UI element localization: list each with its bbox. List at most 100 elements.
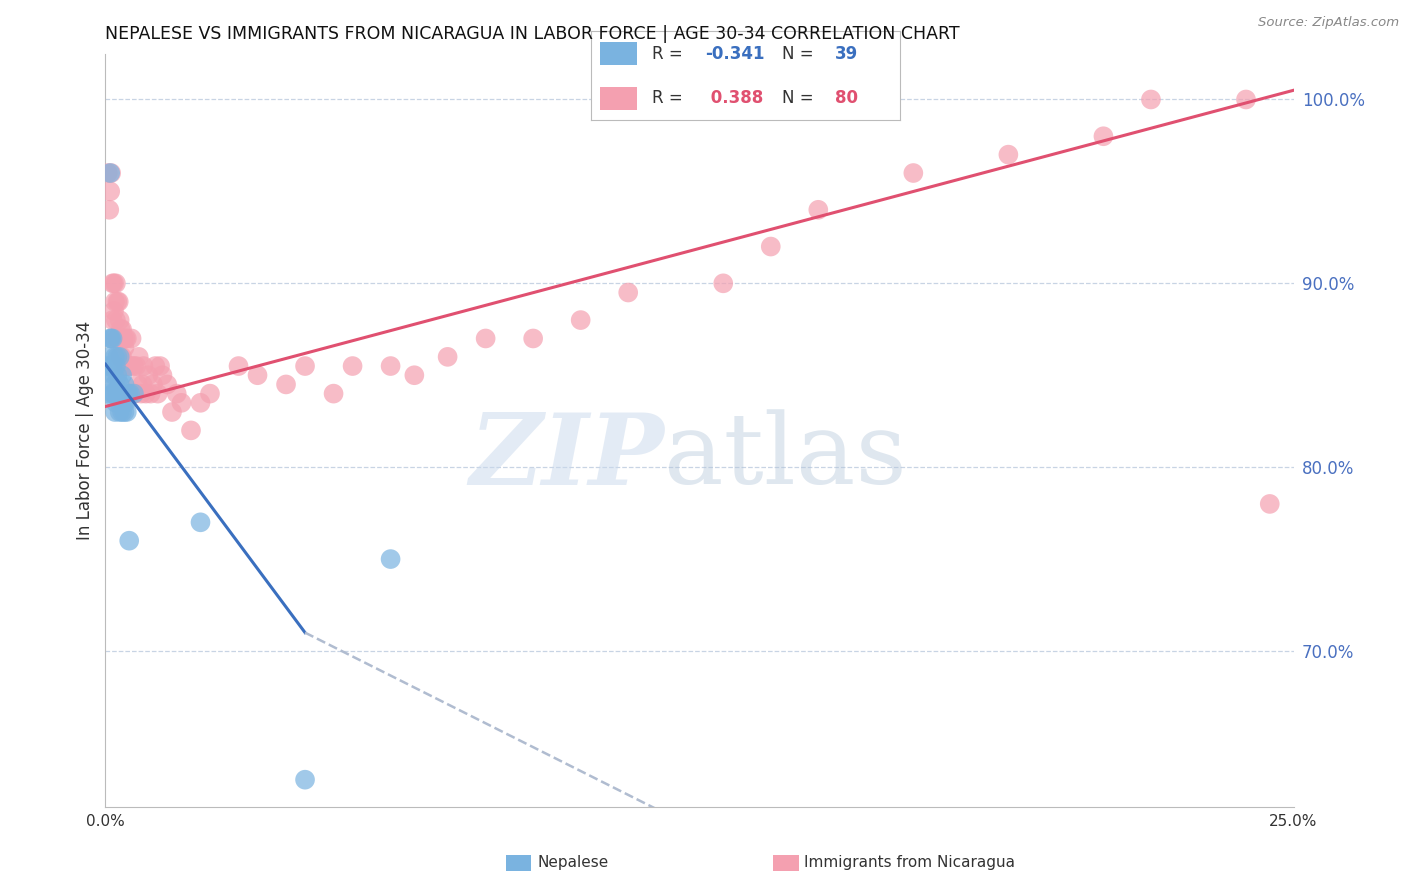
Point [115,405,138,419]
Text: N =: N = [782,45,820,62]
Point [903,166,925,180]
Point [111,405,134,419]
Point [104,377,127,392]
Point [149,359,172,373]
Point [98,202,121,217]
Point [112,359,135,373]
Point [114,377,136,392]
Point [104,331,127,345]
Point [143,359,166,373]
Text: Source: ZipAtlas.com: Source: ZipAtlas.com [1258,16,1399,29]
Point [98,166,121,180]
Point [190,396,212,410]
Point [246,368,269,383]
Point [97,359,120,373]
Point [104,359,127,373]
Point [342,359,364,373]
Point [97,166,120,180]
Point [105,386,128,401]
Point [807,202,830,217]
Point [135,386,157,401]
Point [122,386,145,401]
Point [131,377,153,392]
Point [111,368,134,383]
Point [274,377,297,392]
Point [112,396,135,410]
Point [1234,93,1257,107]
Point [97,386,120,401]
Point [98,350,121,364]
Point [118,359,141,373]
Point [115,359,138,373]
Point [104,277,127,291]
Point [114,405,136,419]
Point [160,405,183,419]
Point [103,304,125,318]
Point [101,313,124,327]
Point [117,359,139,373]
Point [108,377,131,392]
Point [114,341,136,355]
Point [104,294,127,309]
Point [100,166,122,180]
Point [759,239,782,253]
Point [105,331,128,345]
Point [474,331,496,345]
Point [103,386,125,401]
Text: R =: R = [652,89,689,107]
Point [124,386,146,401]
Point [98,185,121,199]
Point [101,277,124,291]
Point [997,147,1019,161]
Point [104,396,127,410]
Point [380,552,402,566]
Point [101,386,124,401]
Point [100,331,122,345]
Point [110,386,132,401]
Point [180,423,202,437]
Point [118,533,141,548]
Point [121,359,143,373]
Text: NEPALESE VS IMMIGRANTS FROM NICARAGUA IN LABOR FORCE | AGE 30-34 CORRELATION CHA: NEPALESE VS IMMIGRANTS FROM NICARAGUA IN… [105,25,960,43]
Point [104,313,127,327]
Point [166,386,188,401]
Point [1258,497,1281,511]
Point [111,322,134,336]
Text: Nepalese: Nepalese [537,855,609,870]
Point [105,368,128,383]
Point [120,386,142,401]
Text: R =: R = [652,45,689,62]
Point [114,396,136,410]
Point [152,368,174,383]
Point [122,359,145,373]
Point [107,331,129,345]
Point [105,350,128,364]
Point [103,277,125,291]
Point [101,359,124,373]
Point [105,294,128,309]
Point [198,386,221,401]
Point [107,294,129,309]
Text: atlas: atlas [664,409,907,505]
Point [1140,93,1163,107]
Point [139,386,162,401]
Point [711,277,734,291]
Point [170,396,193,410]
Point [108,350,131,364]
Point [128,350,150,364]
Point [569,313,592,327]
Point [190,516,212,530]
Point [108,405,131,419]
Point [120,386,142,401]
Point [111,350,134,364]
Point [117,386,139,401]
Point [114,359,136,373]
Point [294,359,316,373]
Point [108,313,131,327]
Point [617,285,640,300]
Point [136,368,159,383]
Point [380,359,402,373]
Point [404,368,426,383]
Text: 39: 39 [835,45,858,62]
Text: ZIP: ZIP [468,409,664,505]
